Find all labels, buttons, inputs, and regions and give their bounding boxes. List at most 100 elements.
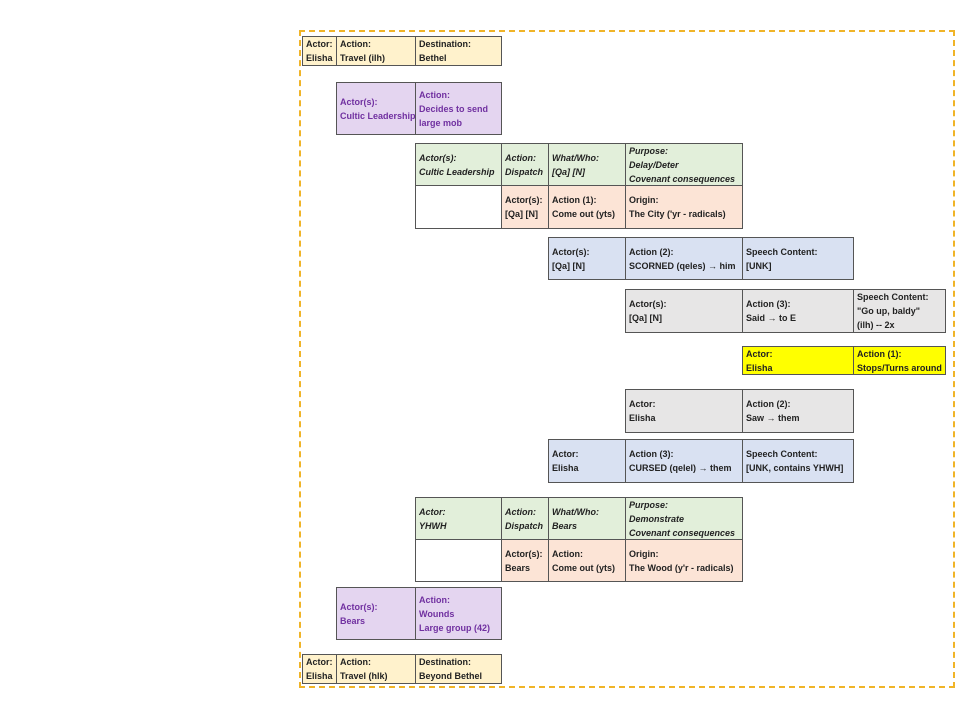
cell-text: Actor: <box>306 39 333 49</box>
cell-text: Dispatch <box>505 520 544 531</box>
cell-text: Bears <box>552 520 578 531</box>
cell-text: Said → to E <box>746 313 797 323</box>
cell-text: Actor: <box>746 348 773 359</box>
cell-text: What/Who: <box>552 152 599 163</box>
cell-text: Covenant consequences <box>629 527 736 538</box>
cell-text: The City ('yr - radicals) <box>629 209 726 219</box>
cell-text: Action (2): <box>629 246 674 257</box>
cell-text: Action: <box>419 89 450 100</box>
cell-text: "Go up, baldy" <box>857 306 921 316</box>
cell: Destination: Bethel <box>415 36 502 66</box>
cell-text: Actor: <box>306 657 333 667</box>
cell: Actor(s): [Qa] [N] <box>501 185 549 229</box>
cell-text: Elisha <box>552 463 579 473</box>
cell: Actor: Elisha <box>302 654 337 684</box>
cell: Action (2): Saw → them <box>742 389 854 433</box>
cell: Speech Content: [UNK] <box>742 237 854 280</box>
cell-text: Elisha <box>746 362 773 373</box>
cell: Action (3): Said → to E <box>742 289 854 333</box>
cell-text: CURSED (qelel) → them <box>629 463 732 473</box>
cell-text: Action: <box>505 506 536 517</box>
cell: Purpose: Demonstrate Covenant consequences <box>625 497 743 540</box>
cell-text: Actor(s): <box>340 601 378 612</box>
cell-text: What/Who: <box>552 506 599 517</box>
cell: Action: Decides to send large mob <box>415 82 502 135</box>
cell-text: [UNK] <box>746 260 772 271</box>
cell: Speech Content: [UNK, contains YHWH] <box>742 439 854 483</box>
cell-text: Beyond Bethel <box>419 671 483 681</box>
cell-text: [Qa] [N] <box>629 313 662 323</box>
cell-text: Action (3): <box>629 449 674 459</box>
cell-text: Purpose: <box>629 145 669 156</box>
cell-text: Action: <box>419 594 450 605</box>
cell-text: Delay/Deter <box>629 159 679 170</box>
cell-text: Cultic Leadership <box>340 110 416 121</box>
cell-text: Action: <box>505 152 536 163</box>
cell: Action (3): CURSED (qelel) → them <box>625 439 743 483</box>
cell: Origin: The Wood (y'r - radicals) <box>625 539 743 582</box>
cell: Actor(s): Cultic Leadership <box>415 143 502 186</box>
cell-text: Bethel <box>419 53 447 63</box>
cell-text: Destination: <box>419 657 472 667</box>
cell-text: Elisha <box>306 671 333 681</box>
cell-text: Come out (yts) <box>552 209 615 219</box>
cell-text: The Wood (y'r - radicals) <box>629 562 734 573</box>
cell-text: Actor: <box>419 506 446 517</box>
cell-text: Covenant consequences <box>629 173 736 184</box>
cell-text: Come out (yts) <box>552 562 615 573</box>
cell-text: Actor: <box>629 399 656 409</box>
cell-text: Speech Content: <box>746 246 818 257</box>
cell: Action (1): Come out (yts) <box>548 185 626 229</box>
cell: Action: Come out (yts) <box>548 539 626 582</box>
cell-text: [Qa] [N] <box>552 166 585 177</box>
cell: Actor: Elisha <box>625 389 743 433</box>
cell: Action (1): Stops/Turns around <box>853 346 946 375</box>
cell: Actor(s): Bears <box>336 587 416 640</box>
cell: Actor(s): [Qa] [N] <box>625 289 743 333</box>
cell: Actor(s): Bears <box>501 539 549 582</box>
cell-text: Actor(s): <box>340 96 378 107</box>
cell-text: (ilh) -- 2x <box>857 320 895 330</box>
cell: Actor(s): [Qa] [N] <box>548 237 626 280</box>
cell-text: Elisha <box>629 413 656 423</box>
cell-text: Saw → them <box>746 413 800 423</box>
cell-text: Speech Content: <box>746 449 818 459</box>
cell: Actor(s): Cultic Leadership <box>336 82 416 135</box>
cell-text: Bears <box>340 615 366 626</box>
cell: Actor: Elisha <box>548 439 626 483</box>
cell: Action: Travel (ilh) <box>336 36 416 66</box>
cell-text: Travel (ilh) <box>340 53 386 63</box>
cell-text: Actor(s): <box>419 152 457 163</box>
cell-text: Action: <box>340 39 371 49</box>
cell-text: Demonstrate <box>629 513 685 524</box>
cell: Action: Wounds Large group (42) <box>415 587 502 640</box>
cell: Origin: The City ('yr - radicals) <box>625 185 743 229</box>
cell-text: SCORNED (qeles) → him <box>629 260 736 271</box>
empty-cell <box>415 185 502 229</box>
cell: Action: Dispatch <box>501 143 549 186</box>
cell: Action: Travel (hlk) <box>336 654 416 684</box>
cell-text: Elisha <box>306 53 333 63</box>
cell-text: Decides to send <box>419 103 489 114</box>
cell-text: Action: <box>552 548 583 559</box>
cell: Destination: Beyond Bethel <box>415 654 502 684</box>
cell-text: Action (3): <box>746 299 791 309</box>
cell-text: Stops/Turns around <box>857 362 942 373</box>
cell-text: Actor(s): <box>505 548 543 559</box>
cell-text: YHWH <box>419 520 447 531</box>
cell-text: Action (1): <box>857 348 902 359</box>
cell-text: Large group (42) <box>419 622 491 633</box>
cell-text: Actor: <box>552 449 579 459</box>
cell-text: Origin: <box>629 548 659 559</box>
cell-text: Action (1): <box>552 195 597 205</box>
empty-cell <box>415 539 502 582</box>
cell: Speech Content: "Go up, baldy" (ilh) -- 2x <box>853 289 946 333</box>
cell-text: Bears <box>505 562 531 573</box>
cell-text: Wounds <box>419 608 455 619</box>
cell-text: Actor(s): <box>505 195 543 205</box>
cell-text: Actor(s): <box>629 299 667 309</box>
cell-text: [UNK, contains YHWH] <box>746 463 844 473</box>
cell: Purpose: Delay/Deter Covenant consequences <box>625 143 743 186</box>
dashed-frame <box>299 30 955 688</box>
